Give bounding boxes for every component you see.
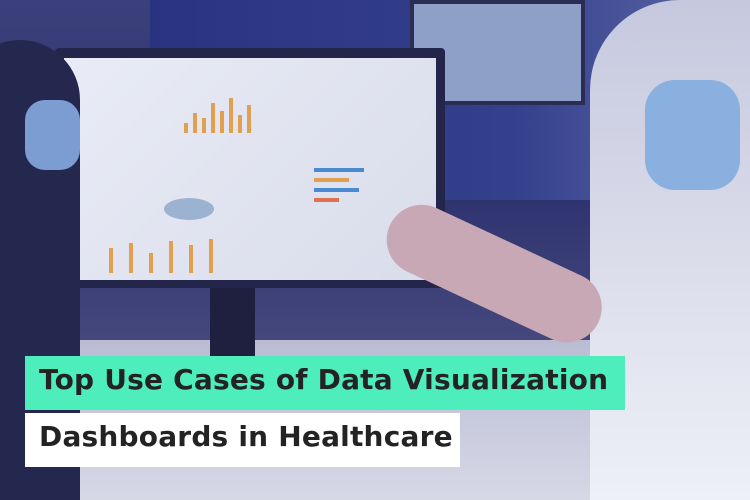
- dashboard-screen: [64, 58, 436, 280]
- face-mask: [645, 80, 740, 190]
- title-line-1-box: Top Use Cases of Data Visualization: [25, 356, 625, 410]
- screen-hbar-chart: [314, 168, 374, 213]
- screen-bar-chart-2: [104, 238, 224, 273]
- person-right: [590, 0, 750, 500]
- face-mask: [25, 100, 80, 170]
- title-line-2: Dashboards in Healthcare: [39, 420, 453, 453]
- screen-bar-chart: [179, 88, 264, 133]
- screen-pie-chart: [164, 198, 214, 220]
- pointing-arm: [375, 193, 614, 354]
- monitor-stand: [210, 288, 255, 358]
- title-line-1: Top Use Cases of Data Visualization: [39, 363, 609, 396]
- title-line-2-box: Dashboards in Healthcare: [25, 413, 460, 467]
